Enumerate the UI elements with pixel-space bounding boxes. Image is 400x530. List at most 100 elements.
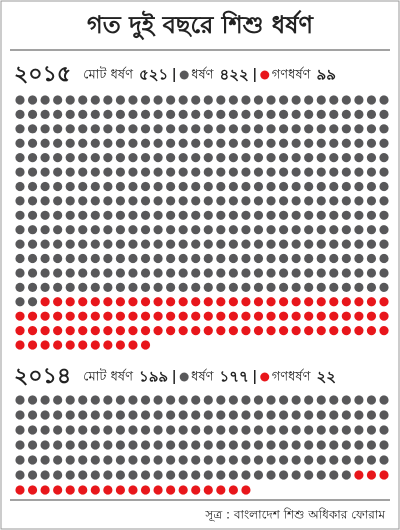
dot — [140, 425, 151, 435]
dot — [291, 395, 301, 405]
dot — [115, 395, 126, 405]
dot — [228, 138, 238, 148]
dot — [90, 167, 100, 177]
dot — [103, 440, 113, 450]
dot — [166, 425, 176, 435]
dot — [78, 210, 88, 220]
dot — [153, 311, 163, 321]
dot — [53, 167, 63, 177]
dot — [316, 196, 326, 206]
dot — [253, 425, 264, 435]
dot — [90, 253, 100, 264]
dot — [27, 253, 38, 264]
dot — [266, 253, 276, 264]
dot — [140, 311, 151, 321]
dot — [78, 109, 88, 120]
dot — [140, 485, 151, 495]
dot — [316, 410, 326, 420]
dot — [216, 268, 226, 278]
dot — [329, 455, 339, 465]
dot — [65, 181, 75, 192]
dot — [90, 153, 100, 163]
dot — [191, 210, 201, 220]
dot — [78, 297, 88, 307]
dot — [27, 225, 38, 235]
dot — [153, 124, 163, 134]
dot — [90, 181, 100, 192]
dot — [153, 268, 163, 278]
dot — [241, 485, 251, 495]
dot — [178, 440, 188, 450]
dot — [15, 268, 25, 278]
dot — [40, 425, 50, 435]
dot — [128, 410, 138, 420]
dot — [153, 109, 163, 120]
dot — [40, 455, 50, 465]
dot — [103, 455, 113, 465]
dot — [216, 425, 226, 435]
dot — [15, 181, 25, 192]
dot — [379, 470, 389, 480]
dot — [354, 239, 364, 249]
dot — [103, 485, 113, 495]
dot — [153, 395, 163, 405]
dot — [228, 325, 238, 336]
legend-dot — [179, 70, 189, 80]
dot — [140, 138, 151, 148]
dot — [304, 196, 314, 206]
dot — [78, 455, 88, 465]
dot — [291, 196, 301, 206]
dot — [78, 340, 88, 350]
dot — [228, 455, 238, 465]
dot — [103, 410, 113, 420]
dot — [27, 455, 38, 465]
dot — [40, 181, 50, 192]
dot — [379, 181, 389, 192]
dot — [53, 440, 63, 450]
dot — [253, 268, 264, 278]
dot — [78, 311, 88, 321]
dot — [266, 410, 276, 420]
total-name: মোট ধর্ষণ — [83, 67, 134, 83]
dot — [178, 485, 188, 495]
dot — [27, 196, 38, 206]
dot — [191, 325, 201, 336]
dot — [153, 253, 163, 264]
dot — [316, 153, 326, 163]
dot — [78, 95, 88, 105]
dot — [266, 225, 276, 235]
dot — [379, 325, 389, 336]
dot — [203, 239, 213, 249]
dot — [216, 311, 226, 321]
dot — [316, 181, 326, 192]
dot — [266, 138, 276, 148]
dot — [78, 325, 88, 336]
dot — [291, 282, 301, 292]
dot — [128, 196, 138, 206]
dot — [216, 196, 226, 206]
dot — [65, 167, 75, 177]
dot — [27, 181, 38, 192]
dot — [341, 138, 351, 148]
dot — [216, 109, 226, 120]
dot — [40, 253, 50, 264]
dot — [341, 410, 351, 420]
dot — [153, 297, 163, 307]
dot — [253, 253, 264, 264]
dot — [27, 167, 38, 177]
dot — [341, 311, 351, 321]
legend-label: ধর্ষণ — [191, 369, 214, 385]
dot — [341, 282, 351, 292]
dot — [178, 311, 188, 321]
dot — [304, 311, 314, 321]
dot — [228, 95, 238, 105]
dot — [366, 410, 377, 420]
dot — [153, 225, 163, 235]
dot — [115, 440, 126, 450]
dot — [27, 410, 38, 420]
dot — [65, 153, 75, 163]
dot — [266, 425, 276, 435]
dot — [253, 95, 264, 105]
dot — [329, 167, 339, 177]
dot — [316, 124, 326, 134]
